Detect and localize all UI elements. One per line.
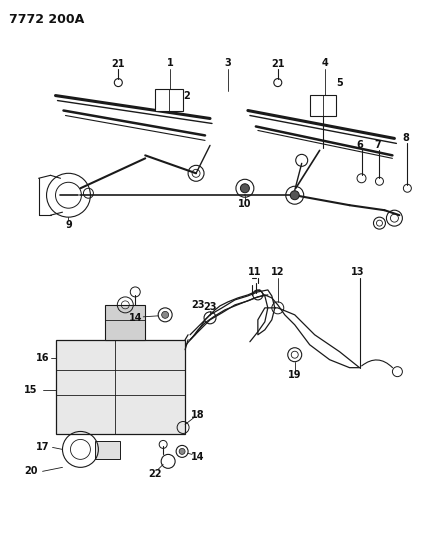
Polygon shape xyxy=(56,340,185,434)
Text: 6: 6 xyxy=(356,140,363,150)
Text: 14: 14 xyxy=(191,453,205,463)
Text: 22: 22 xyxy=(149,470,162,479)
Text: 4: 4 xyxy=(321,58,328,68)
Text: 15: 15 xyxy=(24,385,37,394)
Text: 11: 11 xyxy=(248,267,262,277)
Polygon shape xyxy=(105,305,145,340)
Text: 14: 14 xyxy=(128,313,142,323)
Text: 17: 17 xyxy=(36,442,49,453)
Text: 20: 20 xyxy=(24,466,37,477)
Text: 7772 200A: 7772 200A xyxy=(9,13,84,26)
Text: 23: 23 xyxy=(203,302,217,312)
Polygon shape xyxy=(95,441,120,459)
Text: 9: 9 xyxy=(65,220,72,230)
Text: 19: 19 xyxy=(288,370,301,379)
Text: 8: 8 xyxy=(402,133,409,143)
Text: 23: 23 xyxy=(191,300,205,310)
Text: 1: 1 xyxy=(167,58,173,68)
Text: 12: 12 xyxy=(271,267,285,277)
Polygon shape xyxy=(155,88,183,110)
Circle shape xyxy=(241,184,250,193)
Text: 10: 10 xyxy=(238,199,252,209)
Circle shape xyxy=(162,311,169,318)
Text: 5: 5 xyxy=(336,78,343,87)
Circle shape xyxy=(179,448,185,455)
Text: 3: 3 xyxy=(225,58,231,68)
Text: 2: 2 xyxy=(184,91,190,101)
Text: 13: 13 xyxy=(351,267,364,277)
Text: 7: 7 xyxy=(374,140,381,150)
Polygon shape xyxy=(310,94,336,117)
Circle shape xyxy=(290,191,299,200)
Text: 21: 21 xyxy=(112,59,125,69)
Text: 18: 18 xyxy=(191,409,205,419)
Text: 21: 21 xyxy=(271,59,285,69)
Text: 16: 16 xyxy=(36,353,49,362)
